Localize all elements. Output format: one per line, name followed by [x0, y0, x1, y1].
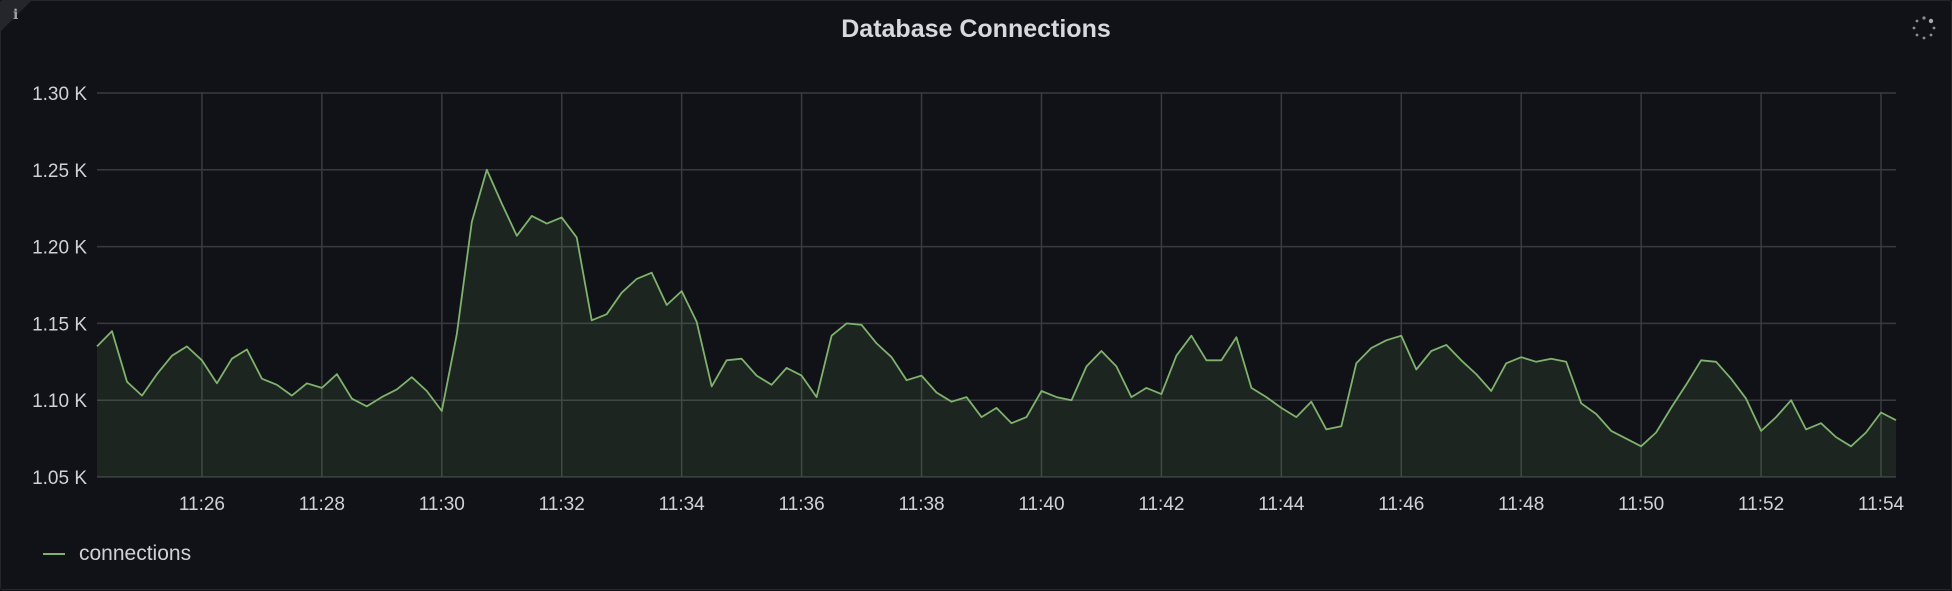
y-tick-label: 1.10 K	[32, 391, 87, 412]
x-tick-label: 11:48	[1498, 494, 1544, 515]
x-tick-label: 11:44	[1258, 494, 1305, 515]
x-tick-label: 11:26	[179, 494, 225, 515]
series-line-connections	[97, 170, 1896, 447]
x-tick-label: 11:28	[299, 494, 345, 515]
x-tick-label: 11:54	[1858, 494, 1905, 515]
legend-swatch	[43, 553, 65, 555]
x-tick-label: 11:34	[659, 494, 706, 515]
x-tick-label: 11:52	[1738, 494, 1784, 515]
x-tick-label: 11:50	[1618, 494, 1664, 515]
y-tick-label: 1.05 K	[32, 468, 87, 489]
y-tick-label: 1.25 K	[32, 161, 87, 182]
x-tick-label: 11:42	[1138, 494, 1184, 515]
x-tick-label: 11:40	[1018, 494, 1064, 515]
x-tick-label: 11:46	[1378, 494, 1424, 515]
x-tick-label: 11:30	[419, 494, 465, 515]
legend: connections	[43, 542, 191, 566]
y-tick-label: 1.20 K	[32, 238, 87, 259]
y-tick-label: 1.30 K	[32, 84, 87, 105]
legend-item-connections[interactable]: connections	[79, 542, 191, 566]
y-tick-label: 1.15 K	[32, 314, 87, 335]
x-tick-label: 11:38	[898, 494, 944, 515]
x-tick-label: 11:32	[539, 494, 585, 515]
x-tick-label: 11:36	[779, 494, 825, 515]
